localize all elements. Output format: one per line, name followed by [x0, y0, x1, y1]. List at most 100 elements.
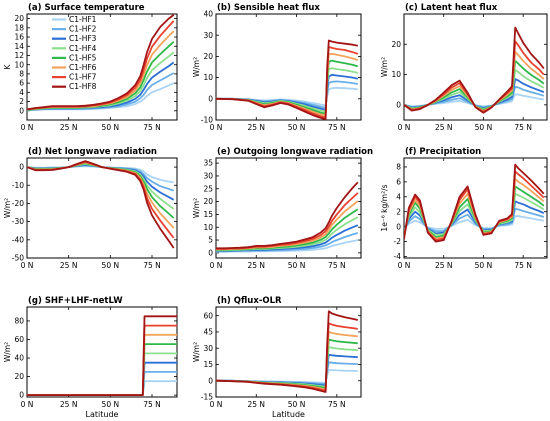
y-tick-label: 0: [208, 94, 213, 103]
legend-label: C1-HF4: [69, 44, 97, 53]
panel-e: 0 N 25 N 50 N 75 N 0 5 10 15 20 25 30 35 (e) Outgoin…: [192, 147, 373, 270]
series-group: [404, 26, 545, 114]
panel-title: (e) Outgoing longwave radiation: [217, 147, 373, 157]
legend-label: C1-HF7: [69, 73, 97, 82]
y-tick-label: 14: [14, 42, 24, 51]
y-tick-label: 0: [19, 163, 24, 172]
panel-d: 0 N 25 N 50 N 75 N -50 -40 -30 -20 -10 0 (d) Net l…: [3, 147, 178, 270]
y-axis-label: W/m²: [3, 198, 12, 218]
x-tick-label: 0 N: [398, 123, 411, 132]
x-tick-label: 25 N: [248, 400, 266, 409]
panel-title: (h) Qflux-OLR: [217, 296, 282, 306]
y-axis-label: W/m²: [380, 57, 389, 77]
y-tick-label: -2: [394, 237, 402, 246]
x-tick-label: 50 N: [288, 123, 306, 132]
y-tick-label: 10: [203, 223, 213, 232]
y-tick-label: -30: [12, 217, 24, 226]
x-tick-label: 25 N: [248, 261, 266, 270]
series-line-hf8: [27, 14, 175, 111]
plot-frame: [403, 13, 548, 121]
legend-label: C1-HF6: [69, 63, 97, 72]
y-tick-label: 6: [396, 177, 401, 186]
x-tick-label: 0 N: [210, 400, 223, 409]
x-tick-label: 0 N: [21, 400, 34, 409]
y-tick-label: 5: [208, 236, 213, 245]
x-tick-label: 50 N: [475, 123, 493, 132]
y-tick-label: 0: [396, 100, 401, 109]
x-tick-label: 50 N: [102, 123, 120, 132]
legend-label: C1-HF1: [69, 15, 97, 24]
panel-g: 0 N 25 N 50 N 75 N 0 20 40 60 80 (g) SHF+LHF-netL…: [3, 296, 178, 419]
y-axis-label: W/m²: [192, 198, 201, 218]
y-tick-label: -20: [12, 199, 24, 208]
x-tick-label: 75 N: [328, 123, 346, 132]
y-tick-label: 10: [203, 73, 213, 82]
y-tick-label: 2: [396, 207, 401, 216]
x-tick-label: 25 N: [435, 261, 453, 270]
x-tick-label: 75 N: [143, 123, 161, 132]
y-tick-label: 20: [391, 40, 401, 49]
x-tick-label: 75 N: [514, 261, 532, 270]
y-tick-label: 0: [208, 376, 213, 385]
y-tick-label: 20: [14, 372, 24, 381]
series-group: [216, 310, 358, 393]
x-tick-label: 50 N: [102, 261, 120, 270]
y-tick-label: 16: [14, 33, 24, 42]
x-tick-label: 0 N: [210, 123, 223, 132]
x-tick-label: 0 N: [210, 261, 223, 270]
x-tick-label: 0 N: [398, 261, 411, 270]
plot-frame: [26, 157, 178, 259]
y-axis-label: W/m²: [192, 342, 201, 362]
y-tick-label: 60: [203, 311, 213, 320]
series-line-hf8: [27, 315, 177, 396]
y-tick-label: 6: [19, 79, 24, 88]
x-tick-label: 75 N: [328, 400, 346, 409]
y-tick-label: 8: [19, 70, 24, 79]
y-tick-label: -50: [12, 254, 24, 263]
y-tick-label: 10: [391, 70, 401, 79]
x-tick-label: 25 N: [60, 400, 78, 409]
y-tick-label: -40: [12, 235, 24, 244]
y-tick-label: -10: [12, 181, 24, 190]
y-tick-label: 30: [203, 344, 213, 353]
series-group: [216, 39, 359, 120]
series-line-hf8: [216, 39, 358, 120]
y-axis-label: W/m²: [192, 57, 201, 77]
x-axis-label: Latitude: [272, 410, 305, 419]
y-tick-label: 0: [19, 106, 24, 115]
y-tick-label: 4: [19, 88, 24, 97]
series-line-hf8: [404, 163, 545, 243]
y-tick-label: 40: [203, 10, 213, 19]
x-tick-label: 25 N: [60, 123, 78, 132]
y-tick-label: 60: [14, 335, 24, 344]
series-line-hf8: [404, 26, 545, 114]
series-line-hf8: [27, 160, 175, 249]
series-line-hf8: [216, 310, 358, 393]
y-tick-label: 40: [14, 354, 24, 363]
y-tick-label: 30: [203, 31, 213, 40]
x-tick-label: 75 N: [514, 123, 532, 132]
y-tick-label: 35: [203, 159, 213, 168]
y-tick-label: 15: [203, 210, 213, 219]
legend-label: C1-HF5: [69, 53, 97, 62]
series-group: [27, 315, 177, 396]
y-tick-label: 45: [203, 328, 213, 337]
panel-title: (a) Surface temperature: [28, 3, 145, 13]
y-tick-label: 20: [203, 52, 213, 61]
y-tick-label: 0: [208, 248, 213, 257]
y-tick-label: 20: [203, 197, 213, 206]
y-tick-label: 30: [203, 172, 213, 181]
y-tick-label: 20: [14, 14, 24, 23]
series-group: [27, 14, 175, 112]
y-tick-label: -10: [201, 116, 213, 125]
y-tick-label: 80: [14, 317, 24, 326]
y-tick-label: 10: [14, 60, 24, 69]
panel-title: (g) SHF+LHF-netLW: [28, 296, 123, 306]
legend-label: C1-HF8: [69, 82, 97, 91]
legend-label: C1-HF2: [69, 25, 97, 34]
y-tick-label: 15: [203, 360, 213, 369]
y-tick-label: 25: [203, 184, 213, 193]
panel-f: 0 N 25 N 50 N 75 N -4 -2 0 2 4 6 8 (f) Precipitatio…: [380, 147, 548, 270]
